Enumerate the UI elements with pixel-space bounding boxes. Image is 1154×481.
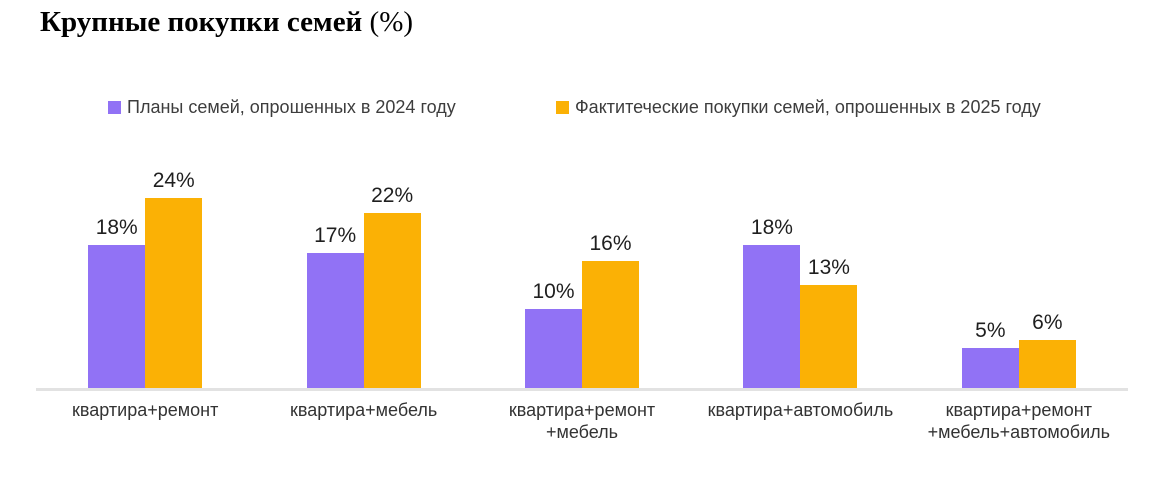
- bar-value-label: 18%: [750, 216, 793, 239]
- bar-actual-2025: 16%: [582, 232, 640, 388]
- legend-label-plans-2024: Планы семей, опрошенных в 2024 году: [127, 97, 456, 117]
- bar-value-label: 24%: [152, 169, 195, 192]
- bar-value-label: 10%: [532, 280, 575, 303]
- category-label: квартира+мебель: [289, 400, 438, 420]
- bar-actual-2025: 22%: [363, 184, 421, 388]
- bar-plans-2024: 10%: [525, 280, 583, 388]
- bar-plans-2024: 18%: [88, 216, 146, 388]
- bar-group: 17% 22%: [254, 150, 472, 388]
- legend-marker-actual-2025: [556, 101, 569, 114]
- bar-value-label: 18%: [95, 216, 138, 239]
- bar-pair: 18% 24%: [88, 169, 203, 388]
- bar-group: 18% 24%: [36, 150, 254, 388]
- x-axis-labels: квартира+ремонт квартира+мебель квартира+р…: [36, 399, 1128, 443]
- category-label: квартира+ремонт +мебель: [508, 400, 656, 442]
- bar-value-label: 6%: [1032, 311, 1063, 334]
- legend-item-actual-2025: Фактитеческие покупки семей, опрошенных …: [556, 97, 1041, 118]
- category-label: квартира+ремонт +мебель+автомобиль: [927, 400, 1111, 442]
- legend: Планы семей, опрошенных в 2024 году Факт…: [0, 97, 1154, 121]
- bar-actual-2025: 13%: [800, 256, 858, 388]
- legend-item-plans-2024: Планы семей, опрошенных в 2024 году: [108, 97, 456, 118]
- bar-value-label: 17%: [314, 224, 357, 247]
- bar-value-label: 13%: [807, 256, 850, 279]
- legend-marker-plans-2024: [108, 101, 121, 114]
- bar-plans-2024: 18%: [743, 216, 801, 388]
- bar-group: 18% 13%: [691, 150, 909, 388]
- bar-value-label: 22%: [371, 184, 414, 207]
- bar-group: 10% 16%: [473, 150, 691, 388]
- plot-area: 18% 24% 17% 22% 10% 16% 18% 13% 5% 6%: [36, 150, 1128, 391]
- bar-group: 5% 6%: [910, 150, 1128, 388]
- bar-pair: 17% 22%: [306, 184, 421, 388]
- legend-label-actual-2025: Фактитеческие покупки семей, опрошенных …: [575, 97, 1041, 117]
- bar-actual-2025: 24%: [145, 169, 203, 388]
- bar-plans-2024: 17%: [306, 224, 364, 388]
- bar-plans-2024: 5%: [961, 319, 1019, 388]
- category-label: квартира+ремонт: [72, 400, 219, 420]
- bar-pair: 5% 6%: [961, 311, 1076, 388]
- title-main: Крупные покупки семей: [40, 6, 363, 38]
- page-title: Крупные покупки семей (%): [40, 6, 413, 39]
- bar-value-label: 5%: [975, 319, 1006, 342]
- category-label: квартира+автомобиль: [707, 400, 894, 420]
- bar-pair: 18% 13%: [743, 216, 858, 388]
- bar-value-label: 16%: [589, 232, 632, 255]
- bar-pair: 10% 16%: [525, 232, 640, 388]
- title-suffix: (%): [362, 6, 414, 38]
- bar-actual-2025: 6%: [1018, 311, 1076, 388]
